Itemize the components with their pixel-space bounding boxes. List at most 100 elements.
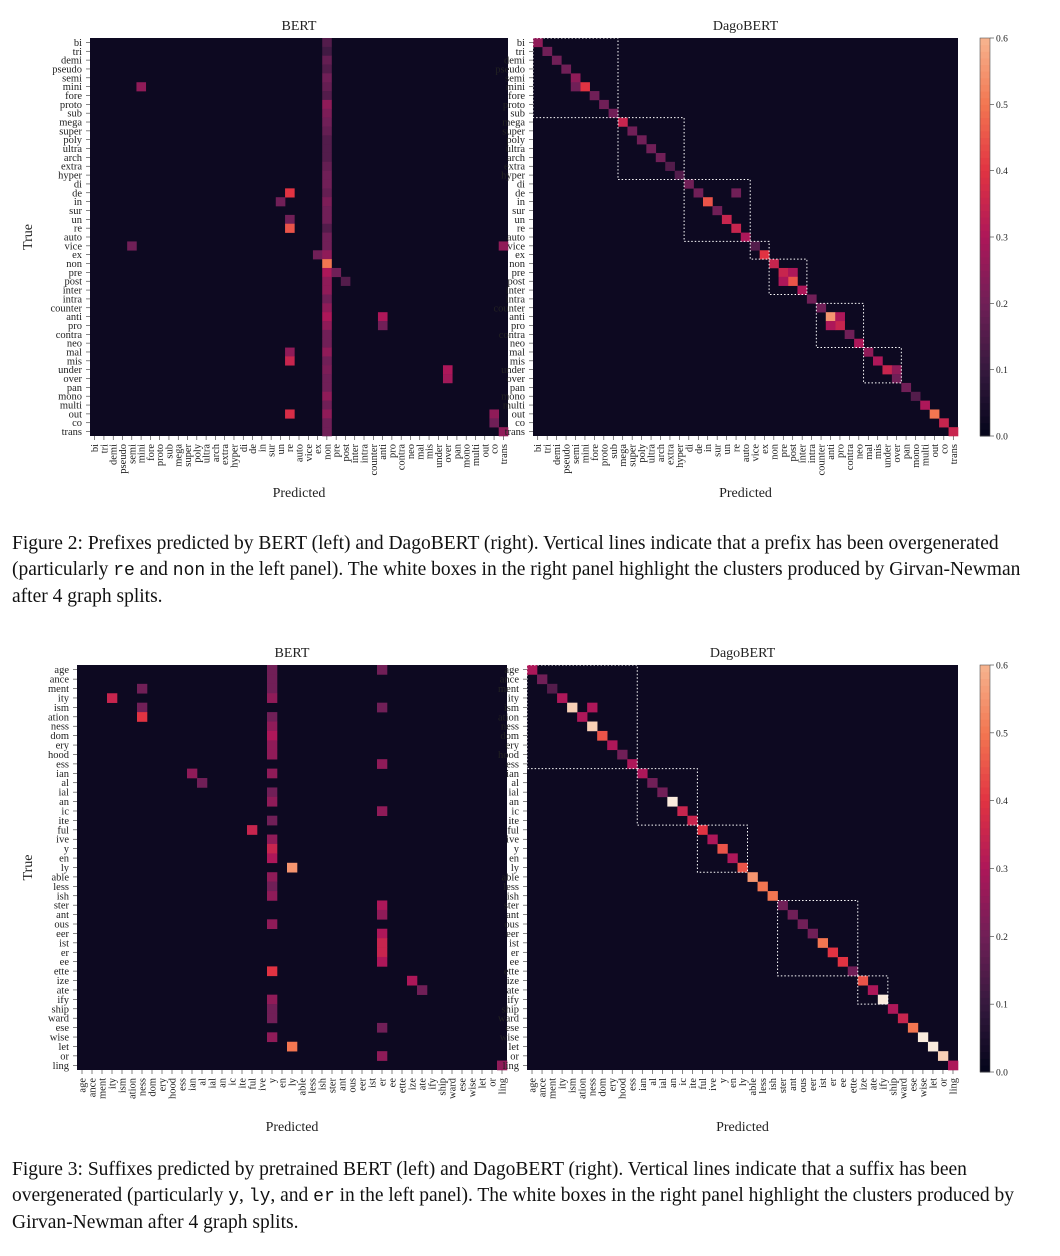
x-tick-label: arch [211, 443, 222, 462]
heatmap-cell [687, 815, 698, 826]
colorbar-segment [980, 726, 990, 734]
colorbar-segment [980, 57, 990, 66]
x-tick-label: ee [838, 1078, 849, 1088]
heatmap-cell [740, 232, 751, 242]
x-tick-label: ance [88, 1078, 99, 1098]
y-tick-label: ian [56, 769, 70, 780]
heatmap-cell [377, 928, 388, 939]
y-tick-label: mega [502, 118, 525, 129]
colorbar-segment [980, 44, 990, 52]
heatmap-cell [587, 721, 598, 732]
y-tick-label: poly [506, 135, 525, 146]
colorbar-segment [980, 217, 990, 225]
heatmap-cell [377, 909, 388, 920]
heatmap-cell [322, 73, 332, 83]
heatmap-cell [377, 321, 388, 331]
colorbar-segment [980, 38, 990, 46]
x-tick-label: able [748, 1078, 759, 1096]
heatmap-cell [778, 276, 789, 286]
cluster-box [768, 258, 808, 295]
x-tick-label: ling [498, 1077, 509, 1094]
x-tick-label: proto [155, 444, 166, 466]
colorbar-segment [980, 402, 990, 410]
heatmap-cell [285, 409, 295, 419]
y-tick-label: en [509, 854, 520, 865]
y-tick-label: ful [507, 825, 519, 836]
y-tick-label: di [517, 179, 525, 190]
heatmap-cell [607, 740, 618, 751]
colorbar-segment [980, 868, 990, 876]
colorbar-segment [980, 270, 990, 278]
heatmap-cell [618, 117, 628, 127]
x-tick-label: ian [638, 1077, 649, 1091]
y-tick-label: ist [59, 938, 69, 949]
heatmap-cell [322, 374, 332, 384]
x-tick-label: ance [538, 1078, 549, 1098]
x-tick-label: an [668, 1077, 679, 1088]
caption-text: in the left panel). The white boxes in t… [12, 559, 1021, 607]
heatmap-cell [267, 843, 278, 854]
colorbar-segment [980, 1051, 990, 1059]
colorbar-segment [980, 422, 990, 430]
y-tick-label: poly [63, 135, 82, 146]
x-tick-label: en [278, 1077, 289, 1088]
x-tick-label: fore [590, 444, 601, 461]
y-tick-label: trans [62, 427, 82, 438]
x-tick-label: pro [387, 444, 398, 458]
heatmap-cell [657, 787, 668, 798]
heatmap-cell [589, 91, 600, 101]
heatmap-cell [322, 409, 332, 419]
colorbar-tick-label: 0.5 [996, 729, 1008, 739]
caption-code: non [172, 561, 206, 581]
x-tick-label: arch [656, 443, 667, 462]
y-tick-label: co [515, 418, 525, 429]
colorbar-segment [980, 1031, 990, 1039]
heatmap-cell [377, 759, 388, 769]
heatmap-cell [757, 881, 768, 892]
y-tick-label: ling [53, 1061, 70, 1072]
heatmap-cell [267, 674, 278, 685]
heatmap-cell [693, 188, 704, 198]
heatmap-cell [863, 347, 874, 357]
y-tick-label: ery [506, 741, 520, 752]
cluster-box [617, 117, 685, 181]
y-tick-label: ness [501, 722, 519, 733]
colorbar-segment [980, 773, 990, 781]
colorbar-segment [980, 970, 990, 978]
heatmap-cell [948, 427, 959, 437]
x-tick-label: ize [858, 1078, 869, 1091]
y-tick-label: er [511, 948, 520, 959]
caption-text: , and [270, 1185, 314, 1206]
x-tick-label: less [308, 1078, 319, 1094]
y-tick-label: in [74, 197, 83, 208]
y-tick-label: ee [510, 957, 520, 968]
heatmap-cell [788, 267, 798, 278]
colorbar-segment [980, 309, 990, 318]
y-tick-label: inter [506, 286, 526, 297]
x-tick-label: er [378, 1078, 389, 1087]
heatmap-cell [891, 365, 902, 375]
y-tick-label: extra [61, 162, 82, 173]
caption-text: and [134, 559, 173, 580]
heatmap-cell [377, 938, 388, 948]
y-tick-label: di [74, 179, 82, 190]
y-tick-label: ster [504, 901, 520, 912]
colorbar-segment [980, 753, 990, 761]
heatmap-cell [107, 693, 118, 703]
heatmap-cell [285, 214, 295, 225]
y-tick-label: mini [63, 82, 82, 93]
heatmap-cell [827, 947, 839, 958]
y-tick-label: ish [507, 891, 520, 902]
caption-code: re [113, 561, 135, 581]
x-tick-label: ship [438, 1078, 449, 1096]
caption: Figure 3: Suffixes predicted by pretrain… [12, 1157, 1027, 1236]
x-tick-label: neo [854, 444, 865, 459]
y-tick-label: ate [507, 985, 520, 996]
heatmap-cell [636, 135, 647, 145]
y-tick-label: ess [56, 759, 69, 770]
y-tick-label: ee [60, 957, 70, 968]
heatmap-cell [285, 223, 295, 233]
y-tick-label: mono [58, 392, 82, 403]
panel-background [90, 38, 508, 436]
